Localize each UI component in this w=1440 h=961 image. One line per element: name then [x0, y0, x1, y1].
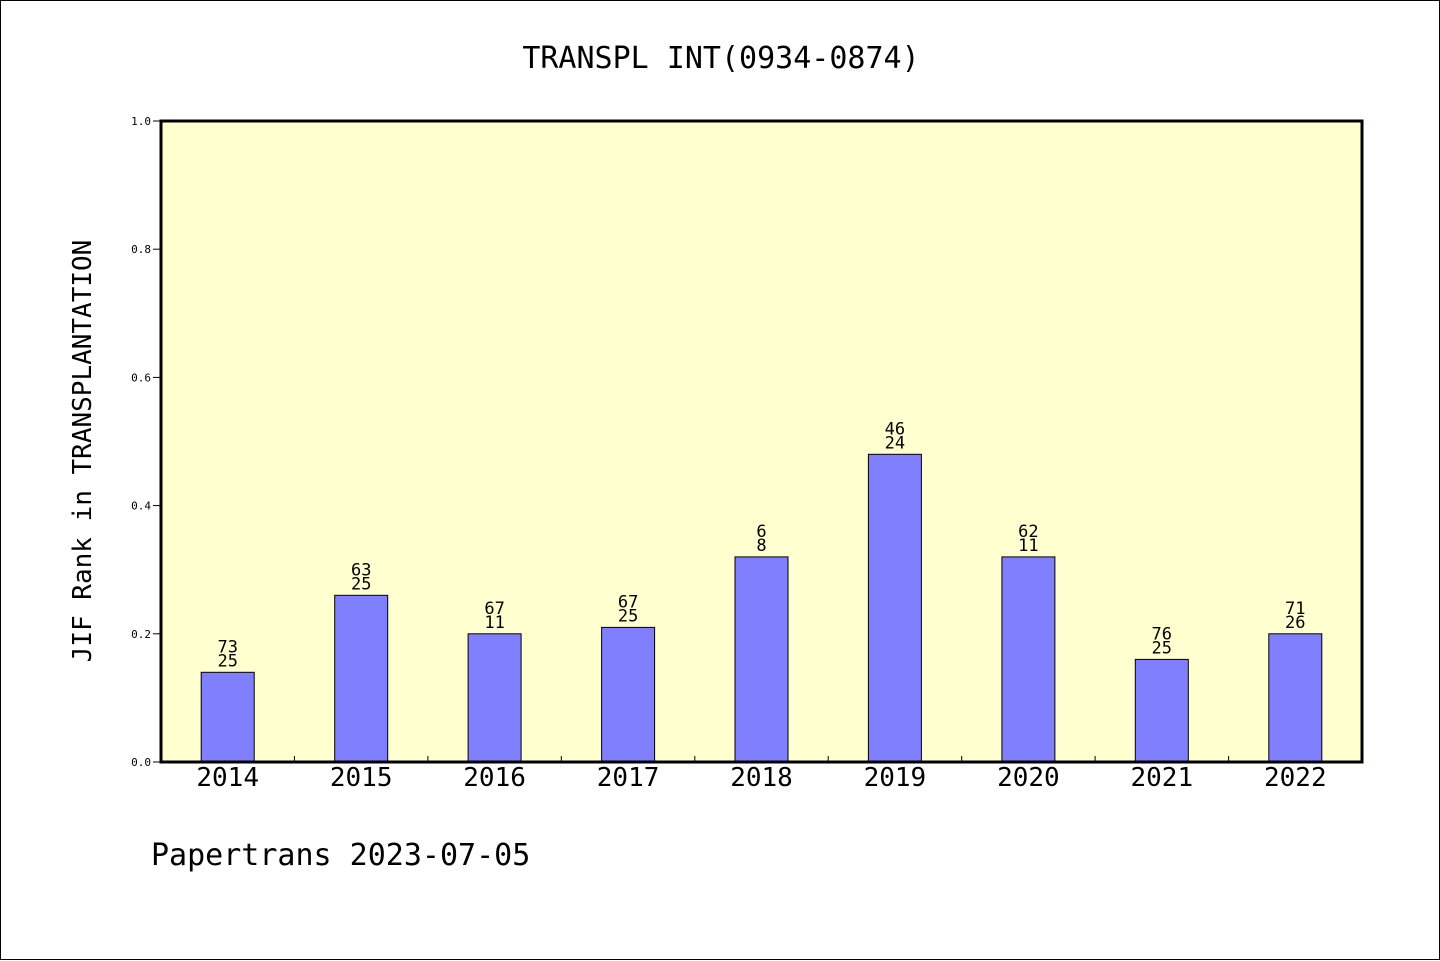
- bar-2019: [867, 453, 922, 763]
- bar-label-bottom-2020: 11: [1018, 536, 1038, 556]
- y-tick-label-0.6: 0.6: [131, 371, 151, 384]
- bar-label-bottom-2019: 24: [885, 433, 905, 453]
- x-tick-label-2017: 2017: [597, 763, 660, 793]
- bar-label-top-2021: 76: [1152, 624, 1172, 644]
- y-tick-label-1.0: 1.0: [131, 115, 151, 128]
- bar-label-bottom-2017: 25: [618, 606, 638, 626]
- bar-label-top-2020: 62: [1018, 522, 1038, 542]
- x-tick-label-2015: 2015: [330, 763, 393, 793]
- bar-label-bottom-2014: 25: [217, 651, 237, 671]
- bar-2014: [200, 671, 255, 763]
- x-tick-label-2022: 2022: [1264, 763, 1327, 793]
- bar-2015: [334, 594, 389, 763]
- x-tick-label-2014: 2014: [196, 763, 259, 793]
- x-tick-label-2016: 2016: [463, 763, 526, 793]
- bar-label-bottom-2021: 25: [1152, 638, 1172, 658]
- y-tick-label-0.2: 0.2: [131, 628, 151, 641]
- footer-credit: Papertrans 2023-07-05: [151, 838, 530, 873]
- bar-label-top-2017: 67: [618, 592, 638, 612]
- bar-label-top-2022: 71: [1285, 599, 1305, 619]
- bar-2021: [1134, 658, 1189, 763]
- bar-label-bottom-2015: 25: [351, 574, 371, 594]
- bar-label-top-2018: 6: [756, 522, 766, 542]
- bar-label-top-2016: 67: [484, 599, 504, 619]
- plot-border: [159, 119, 1364, 764]
- bar-2016: [467, 633, 522, 763]
- bar-label-bottom-2018: 8: [756, 536, 766, 556]
- bar-label-top-2019: 46: [885, 419, 905, 439]
- x-tick-label-2019: 2019: [864, 763, 927, 793]
- bar-label-top-2014: 73: [217, 637, 237, 657]
- chart-title: TRANSPL INT(0934-0874): [522, 41, 919, 76]
- bar-label-bottom-2016: 11: [484, 613, 504, 633]
- bar-2020: [1001, 556, 1056, 763]
- x-tick-label-2018: 2018: [730, 763, 793, 793]
- bar-2018: [734, 556, 789, 763]
- bar-2022: [1268, 633, 1323, 763]
- y-tick-label-0.4: 0.4: [131, 500, 151, 513]
- y-axis-label: JIF Rank in TRANSPLANTATION: [68, 240, 98, 663]
- y-tick-label-0.8: 0.8: [131, 243, 151, 256]
- bar-2017: [601, 626, 656, 763]
- x-tick-label-2020: 2020: [997, 763, 1060, 793]
- bar-label-top-2015: 63: [351, 560, 371, 580]
- ticks-group: 2014 2015 2016 2017 2018 2019 2020 2021 2022 0.0 0…: [131, 115, 1326, 793]
- bar-label-bottom-2022: 26: [1285, 613, 1305, 633]
- y-tick-label-0.0: 0.0: [131, 756, 151, 769]
- x-tick-label-2021: 2021: [1130, 763, 1193, 793]
